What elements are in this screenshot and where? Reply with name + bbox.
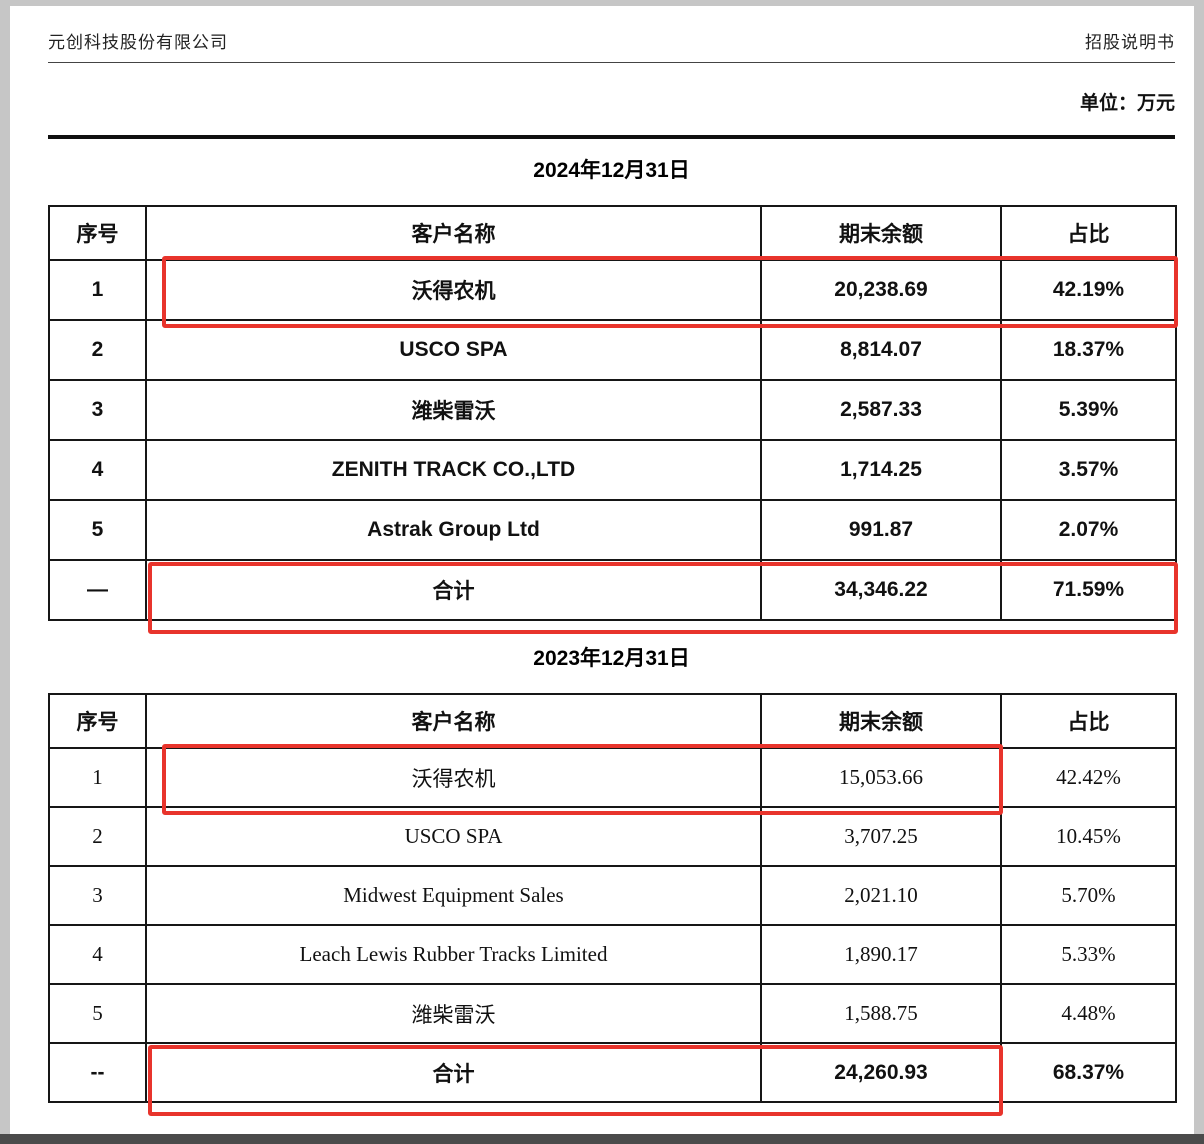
cell-customer: 潍柴雷沃: [145, 379, 762, 441]
cell-ratio: 18.37%: [1000, 319, 1177, 381]
table-wrap-2024: 序号 客户名称 期末余额 占比 1 沃得农机 20,238.69 42.19% …: [48, 205, 1178, 634]
column-header-balance: 期末余额: [760, 693, 1002, 749]
cell-index: 5: [48, 983, 147, 1044]
cell-index: 2: [48, 319, 147, 381]
column-header-customer: 客户名称: [145, 693, 762, 749]
cell-balance: 34,346.22: [760, 559, 1002, 621]
table-row: 1 沃得农机 15,053.66 42.42%: [48, 747, 1177, 808]
cell-customer: 沃得农机: [145, 747, 762, 808]
cell-customer: 沃得农机: [145, 259, 762, 321]
document-type-label: 招股说明书: [1085, 33, 1175, 52]
cell-index: 4: [48, 439, 147, 501]
column-header-index: 序号: [48, 693, 147, 749]
page-edge-shadow: [0, 1134, 1204, 1144]
cell-customer: 潍柴雷沃: [145, 983, 762, 1044]
table-wrap-2023: 序号 客户名称 期末余额 占比 1 沃得农机 15,053.66 42.42% …: [48, 693, 1177, 1116]
cell-balance: 1,588.75: [760, 983, 1002, 1044]
cell-balance: 15,053.66: [760, 747, 1002, 808]
table-row: 2 USCO SPA 3,707.25 10.45%: [48, 806, 1177, 867]
table-header-row: 序号 客户名称 期末余额 占比: [48, 693, 1177, 749]
table-row: 5 Astrak Group Ltd 991.87 2.07%: [48, 499, 1177, 561]
column-header-index: 序号: [48, 205, 147, 261]
document-page: 元创科技股份有限公司 招股说明书 单位：万元 2024年12月31日 序号 客户…: [10, 6, 1194, 1134]
cell-index: —: [48, 559, 147, 621]
table-total-row: -- 合计 24,260.93 68.37%: [48, 1042, 1177, 1103]
cell-index: 1: [48, 747, 147, 808]
unit-label: 单位：万元: [1079, 93, 1175, 114]
company-name: 元创科技股份有限公司: [48, 33, 228, 52]
cell-ratio: 4.48%: [1000, 983, 1177, 1044]
cell-customer: USCO SPA: [145, 319, 762, 381]
cell-balance: 2,021.10: [760, 865, 1002, 926]
table-row: 1 沃得农机 20,238.69 42.19%: [48, 259, 1177, 321]
table-2023: 序号 客户名称 期末余额 占比 1 沃得农机 15,053.66 42.42% …: [48, 693, 1177, 1103]
cell-ratio: 42.42%: [1000, 747, 1177, 808]
cell-balance: 8,814.07: [760, 319, 1002, 381]
cell-index: 4: [48, 924, 147, 985]
column-header-ratio: 占比: [1000, 205, 1177, 261]
table-row: 3 Midwest Equipment Sales 2,021.10 5.70%: [48, 865, 1177, 926]
table-header-row: 序号 客户名称 期末余额 占比: [48, 205, 1177, 261]
cell-balance: 1,714.25: [760, 439, 1002, 501]
document-header: 元创科技股份有限公司 招股说明书: [48, 6, 1175, 63]
table-row: 5 潍柴雷沃 1,588.75 4.48%: [48, 983, 1177, 1044]
cell-ratio: 68.37%: [1000, 1042, 1177, 1103]
table-row: 3 潍柴雷沃 2,587.33 5.39%: [48, 379, 1177, 441]
cell-ratio: 2.07%: [1000, 499, 1177, 561]
cell-customer: ZENITH TRACK CO.,LTD: [145, 439, 762, 501]
cell-customer: USCO SPA: [145, 806, 762, 867]
table-total-row: — 合计 34,346.22 71.59%: [48, 559, 1177, 621]
cell-index: 1: [48, 259, 147, 321]
cell-index: 5: [48, 499, 147, 561]
column-header-ratio: 占比: [1000, 693, 1177, 749]
column-header-customer: 客户名称: [145, 205, 762, 261]
cell-balance: 24,260.93: [760, 1042, 1002, 1103]
table-row: 2 USCO SPA 8,814.07 18.37%: [48, 319, 1177, 381]
cell-index: 2: [48, 806, 147, 867]
table-title-2024: 2024年12月31日: [533, 159, 690, 182]
cell-ratio: 71.59%: [1000, 559, 1177, 621]
cell-index: --: [48, 1042, 147, 1103]
cell-balance: 2,587.33: [760, 379, 1002, 441]
cell-ratio: 42.19%: [1000, 259, 1177, 321]
cell-total-label: 合计: [145, 1042, 762, 1103]
table-2024: 序号 客户名称 期末余额 占比 1 沃得农机 20,238.69 42.19% …: [48, 205, 1177, 621]
cell-ratio: 3.57%: [1000, 439, 1177, 501]
section-divider-rule: [48, 135, 1175, 139]
cell-index: 3: [48, 379, 147, 441]
cell-customer: Midwest Equipment Sales: [145, 865, 762, 926]
table-row: 4 Leach Lewis Rubber Tracks Limited 1,89…: [48, 924, 1177, 985]
cell-ratio: 5.39%: [1000, 379, 1177, 441]
cell-ratio: 10.45%: [1000, 806, 1177, 867]
cell-balance: 20,238.69: [760, 259, 1002, 321]
cell-ratio: 5.33%: [1000, 924, 1177, 985]
cell-balance: 991.87: [760, 499, 1002, 561]
cell-index: 3: [48, 865, 147, 926]
cell-customer: Astrak Group Ltd: [145, 499, 762, 561]
cell-balance: 3,707.25: [760, 806, 1002, 867]
table-row: 4 ZENITH TRACK CO.,LTD 1,714.25 3.57%: [48, 439, 1177, 501]
cell-customer: Leach Lewis Rubber Tracks Limited: [145, 924, 762, 985]
table-title-2023: 2023年12月31日: [533, 647, 690, 670]
cell-total-label: 合计: [145, 559, 762, 621]
column-header-balance: 期末余额: [760, 205, 1002, 261]
cell-ratio: 5.70%: [1000, 865, 1177, 926]
cell-balance: 1,890.17: [760, 924, 1002, 985]
